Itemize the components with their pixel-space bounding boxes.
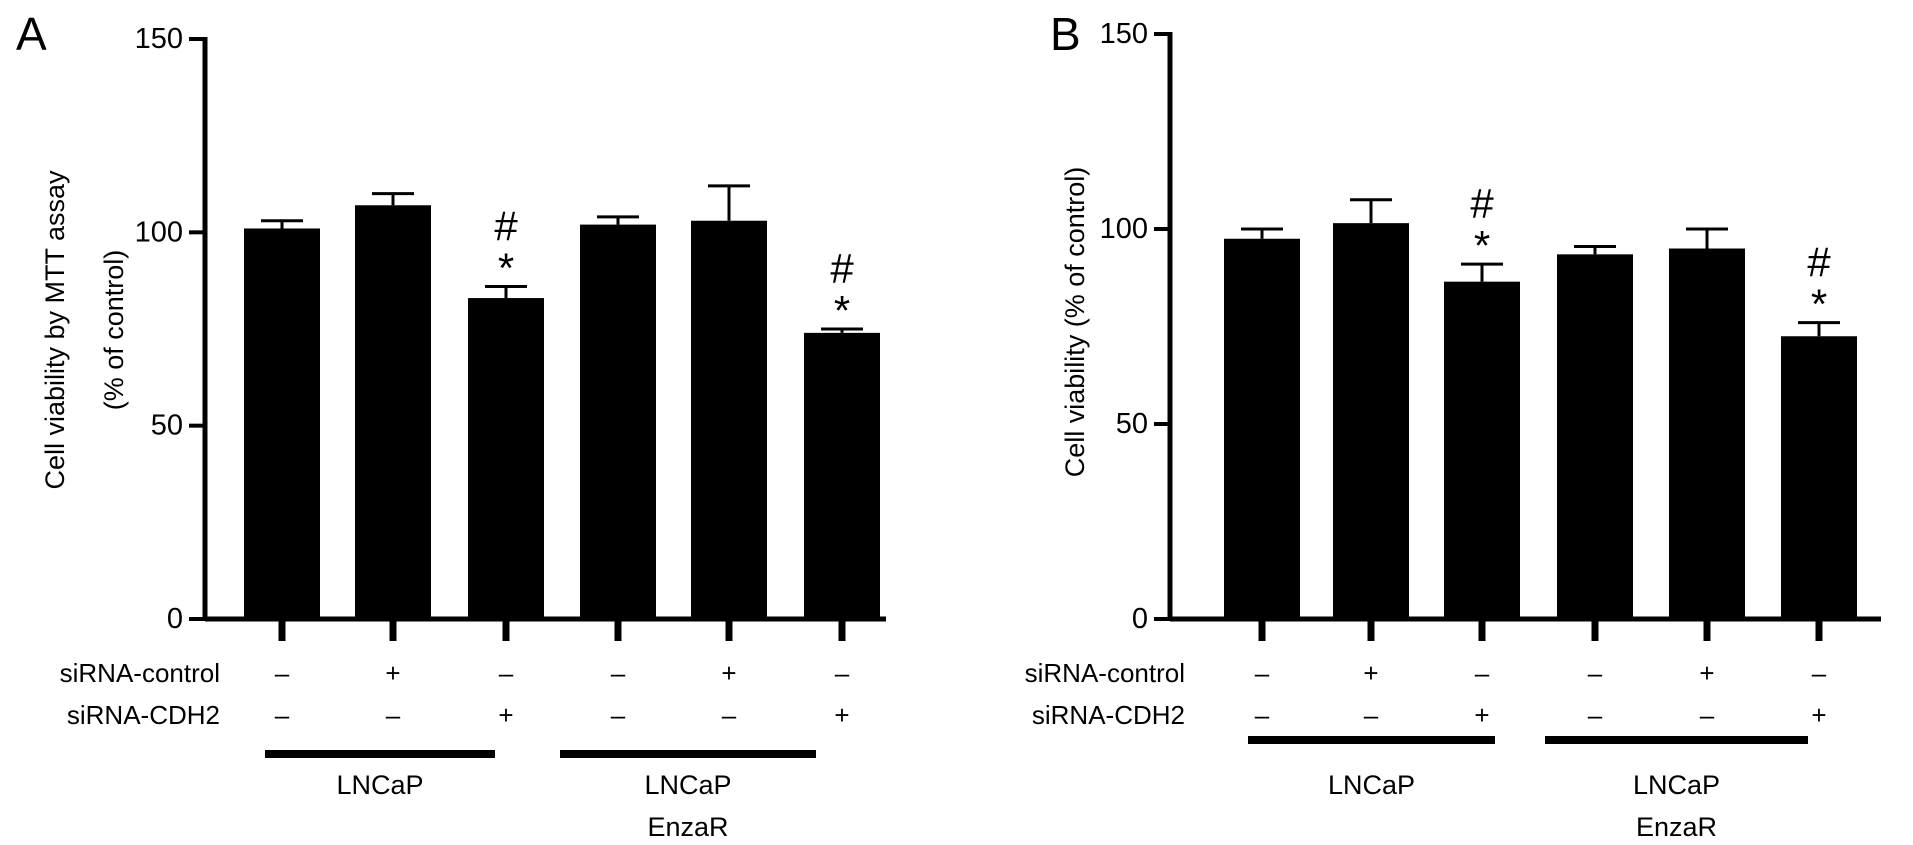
condition-row-label: siRNA-control: [60, 658, 220, 688]
significance-star: *: [1811, 281, 1827, 328]
bar: [804, 332, 880, 619]
bar: [1669, 248, 1745, 619]
condition-sign: –: [611, 700, 626, 730]
y-axis-title: (% of control): [99, 250, 129, 411]
significance-star: *: [834, 287, 850, 334]
condition-sign: –: [499, 658, 514, 688]
y-tick-label: 150: [135, 23, 183, 55]
bar: [468, 298, 544, 619]
significance-hash: #: [1470, 180, 1494, 227]
y-axis-title: Cell viability by MTT assay: [40, 170, 70, 490]
condition-sign: –: [1700, 700, 1715, 730]
condition-row-label: siRNA-CDH2: [1032, 700, 1185, 730]
bar: [355, 205, 431, 619]
panel-label: B: [1050, 8, 1081, 60]
condition-row-label: siRNA-control: [1025, 658, 1185, 688]
group-label: EnzaR: [647, 812, 728, 842]
y-axis-title: Cell viability (% of control): [1060, 167, 1090, 478]
significance-hash: #: [830, 245, 854, 292]
condition-sign: –: [386, 700, 401, 730]
group-label: LNCaP: [336, 770, 423, 800]
y-tick-label: 50: [151, 410, 183, 442]
panel-a: A Cell viability by MTT assay (% of contro…: [16, 8, 886, 842]
y-tick-label: 50: [1116, 408, 1148, 440]
condition-sign: +: [385, 658, 400, 688]
significance-star: *: [498, 244, 514, 291]
y-tick-label: 150: [1100, 18, 1148, 50]
condition-sign: –: [611, 658, 626, 688]
panel-b: B Cell viability (% of control) 0 50 100 150 #…: [1025, 8, 1881, 842]
significance-star: *: [1474, 222, 1490, 269]
condition-sign: +: [721, 658, 736, 688]
bar: [691, 220, 767, 619]
condition-sign: +: [498, 700, 513, 730]
condition-sign: –: [1588, 658, 1603, 688]
condition-sign: –: [1812, 658, 1827, 688]
condition-sign: +: [834, 700, 849, 730]
y-tick-label: 0: [167, 603, 183, 635]
condition-sign: –: [1588, 700, 1603, 730]
group-label: LNCaP: [1328, 770, 1415, 800]
bar: [1333, 223, 1409, 619]
group-label: LNCaP: [644, 770, 731, 800]
y-tick-label: 100: [1100, 213, 1148, 245]
group-label: LNCaP: [1633, 770, 1720, 800]
bar: [244, 228, 320, 619]
group-label: EnzaR: [1636, 812, 1717, 842]
panel-label: A: [16, 8, 47, 60]
condition-sign: +: [1363, 658, 1378, 688]
condition-sign: –: [835, 658, 850, 688]
bar: [1781, 336, 1857, 619]
condition-sign: –: [1255, 700, 1270, 730]
bar: [1224, 238, 1300, 619]
condition-sign: –: [722, 700, 737, 730]
bar: [580, 224, 656, 619]
condition-sign: +: [1474, 700, 1489, 730]
bar: [1557, 254, 1633, 619]
condition-sign: –: [1255, 658, 1270, 688]
condition-sign: –: [1475, 658, 1490, 688]
bar: [1444, 281, 1520, 619]
condition-sign: –: [275, 700, 290, 730]
condition-row-label: siRNA-CDH2: [67, 700, 220, 730]
condition-sign: –: [1364, 700, 1379, 730]
significance-hash: #: [494, 202, 518, 249]
condition-sign: +: [1699, 658, 1714, 688]
significance-hash: #: [1807, 239, 1831, 286]
condition-sign: +: [1811, 700, 1826, 730]
y-tick-label: 100: [135, 216, 183, 248]
condition-sign: –: [275, 658, 290, 688]
y-tick-label: 0: [1132, 603, 1148, 635]
